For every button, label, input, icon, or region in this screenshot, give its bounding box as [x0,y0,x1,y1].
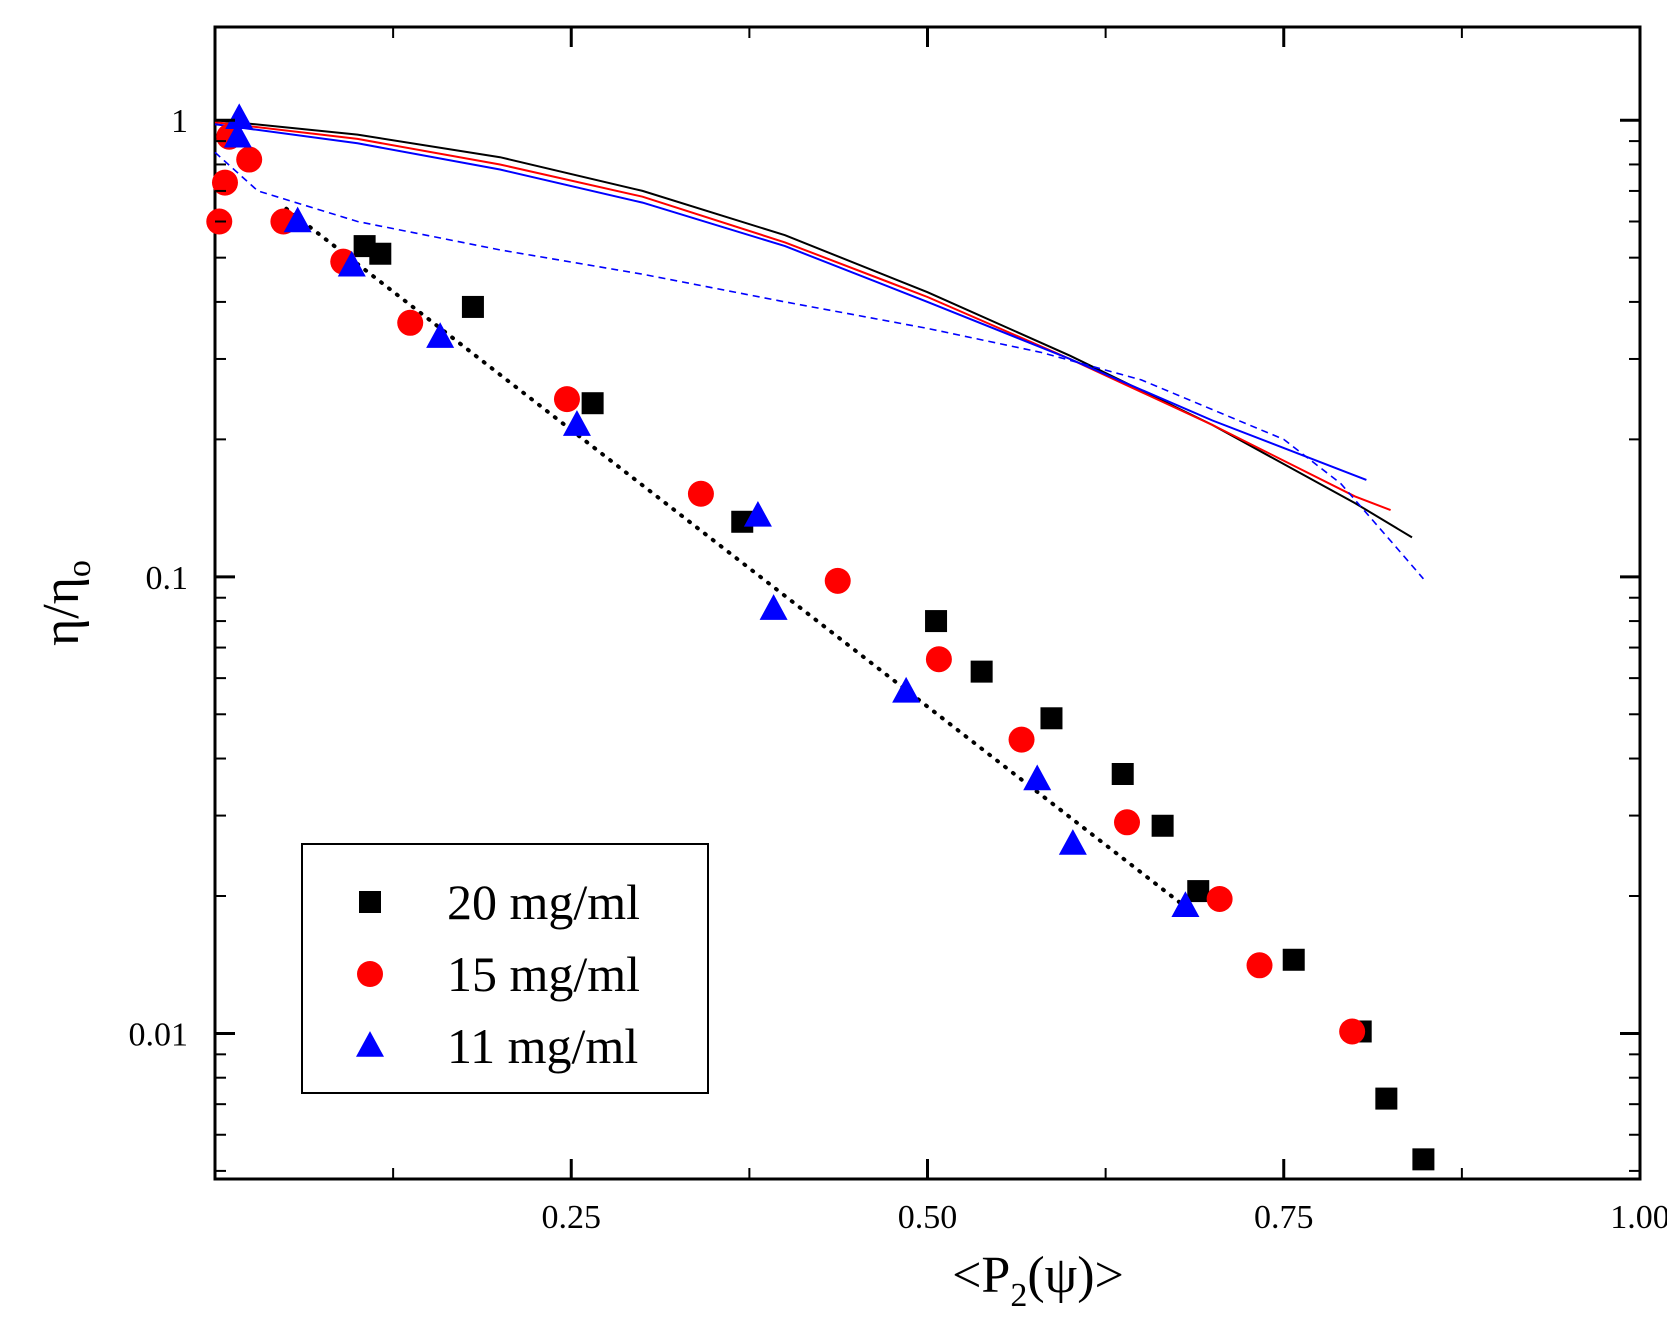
point-square-6 [970,660,993,683]
point-triangle-2 [283,206,312,233]
point-square-11 [1282,948,1305,971]
point-square-4 [731,510,754,533]
point-square-3 [581,392,604,415]
point-square-13 [1375,1087,1398,1110]
point-square-10 [1187,880,1210,903]
point-circle-12 [1114,809,1140,836]
point-triangle-9 [1023,764,1052,791]
point-triangle-1 [223,121,252,148]
point-triangle-11 [1171,891,1200,917]
point-circle-9 [824,567,851,594]
legend-marker-circle [357,961,383,987]
point-circle-7 [553,386,580,413]
blue-solid-curve [214,123,1367,481]
legend-label-15: 15 mg/ml [447,946,640,1002]
point-square-7 [1040,707,1063,730]
point-square-14 [1412,1148,1435,1171]
black-solid-curve [214,119,1413,539]
legend-markers [356,891,384,1057]
point-square-1 [369,242,392,265]
legend-marker-triangle [356,1031,384,1057]
legend-label-11: 11 mg/ml [447,1018,638,1074]
black-dotted-fit [284,206,1201,919]
point-circle-6 [397,309,424,336]
point-circle-10 [925,646,952,673]
point-circle-3 [236,146,263,173]
y-tick-label: 1 [171,103,188,140]
point-triangle-4 [426,322,455,348]
point-square-2 [461,295,484,318]
x-axis-title-subscript: 2 [1010,1277,1027,1314]
point-triangle-5 [562,410,591,436]
point-square-5 [925,610,948,633]
red-solid-curve [214,121,1391,512]
x-tick-label: 1.00 [1610,1199,1667,1236]
point-triangle-10 [1058,829,1087,855]
point-circle-13 [1206,885,1233,912]
point-circle-8 [687,480,714,507]
point-circle-11 [1008,726,1035,753]
x-tick-label: 0.50 [898,1199,958,1236]
point-triangle-3 [337,250,366,277]
x-tick-label: 0.25 [542,1199,602,1236]
point-square-9 [1151,814,1174,837]
legend: 20 mg/ml 15 mg/ml 11 mg/ml [301,843,709,1094]
ticks-layer [215,27,1642,1179]
x-axis-title: <P2(ψ)> [952,1247,1124,1314]
y-tick-label: 0.1 [146,560,189,597]
legend-marker-square [359,891,381,913]
x-tick-label: 0.75 [1254,1199,1314,1236]
curves-layer [214,119,1425,919]
legend-label-20: 20 mg/ml [447,874,640,930]
point-triangle-8 [892,676,921,703]
y-axis-title-subscript: o [61,560,98,577]
point-circle-14 [1246,952,1273,979]
point-triangle-6 [743,500,772,527]
point-square-8 [1111,762,1134,785]
point-triangle-7 [759,594,788,620]
point-circle-15 [1339,1018,1366,1045]
tick-labels-layer: 0.25 0.50 0.75 1.00 1 0.1 0.01 [129,103,1667,1236]
y-tick-label: 0.01 [129,1016,189,1053]
point-circle-1 [211,169,238,196]
point-triangle-0 [225,103,254,130]
markers-layer [206,103,1435,1171]
y-axis-title: η/ηo [33,560,98,646]
blue-dashed-curve [214,151,1425,580]
